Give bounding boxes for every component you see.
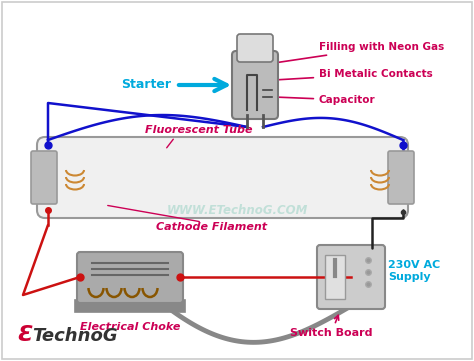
- Text: Capacitor: Capacitor: [277, 95, 375, 105]
- FancyBboxPatch shape: [388, 151, 414, 204]
- FancyBboxPatch shape: [77, 252, 183, 303]
- Text: Bi Metalic Contacts: Bi Metalic Contacts: [277, 69, 433, 80]
- Text: Switch Board: Switch Board: [290, 315, 373, 338]
- FancyBboxPatch shape: [37, 137, 408, 218]
- Text: Starter: Starter: [121, 78, 171, 91]
- Text: TechnoG: TechnoG: [32, 327, 118, 345]
- FancyBboxPatch shape: [31, 151, 57, 204]
- Text: Fluorescent Tube: Fluorescent Tube: [145, 125, 253, 135]
- FancyBboxPatch shape: [317, 245, 385, 309]
- Bar: [75, 300, 185, 312]
- Text: Filling with Neon Gas: Filling with Neon Gas: [277, 42, 444, 62]
- Text: Electrical Choke: Electrical Choke: [80, 322, 180, 332]
- Text: Ɛ: Ɛ: [18, 325, 34, 345]
- Text: WWW.ETechnoG.COM: WWW.ETechnoG.COM: [166, 204, 308, 217]
- FancyBboxPatch shape: [232, 51, 278, 119]
- Text: 230V AC
Supply: 230V AC Supply: [388, 260, 440, 282]
- Text: Cathode Filament: Cathode Filament: [156, 222, 267, 232]
- FancyBboxPatch shape: [237, 34, 273, 62]
- Bar: [325, 255, 345, 299]
